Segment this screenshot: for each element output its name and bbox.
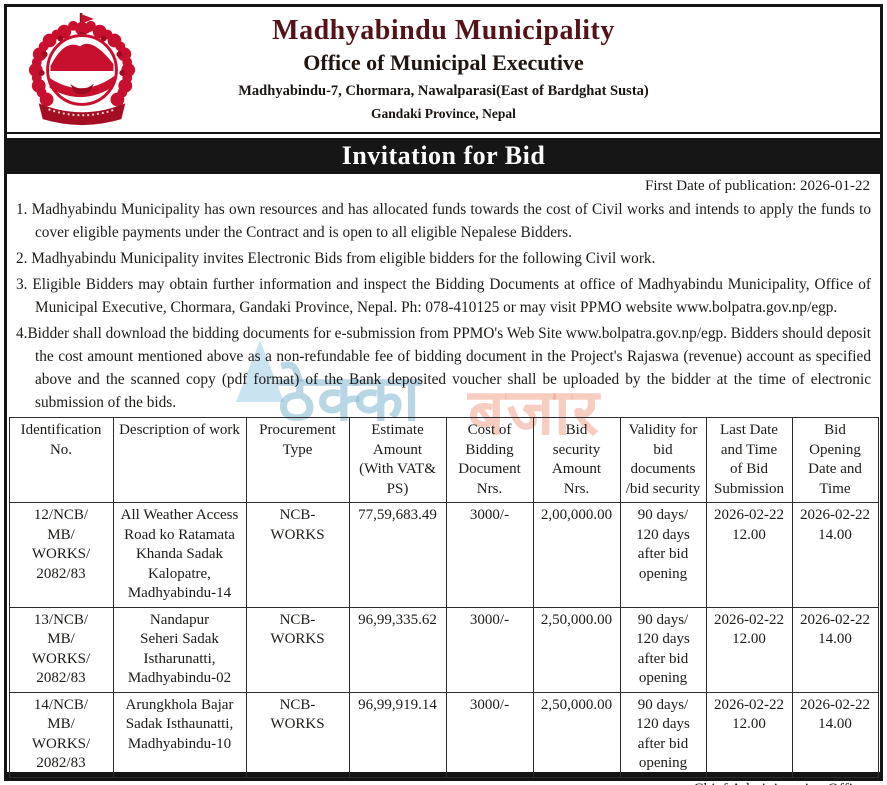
notice-title-banner: Invitation for Bid — [7, 138, 880, 174]
cell-opening: 2026-02-22 14.00 — [791, 691, 879, 778]
municipality-emblem-icon — [23, 11, 141, 129]
paragraph-4: 4.Bidder shall download the bidding docu… — [16, 325, 871, 411]
cell-lastdate: 2026-02-22 12.00 — [705, 606, 793, 693]
cell-description: Arungkhola Bajar Sadak Isthaunatti, Madh… — [112, 691, 247, 778]
cell-lastdate: 2026-02-22 12.00 — [705, 502, 793, 608]
cell-identification: 12/NCB/ MB/ WORKS/ 2082/83 — [8, 502, 114, 608]
cell-identification: 13/NCB/ MB/ WORKS/ 2082/83 — [8, 606, 114, 693]
publication-date: First Date of publication: 2026-01-22 — [645, 178, 870, 194]
paragraph-3: 3. Eligible Bidders may obtain further i… — [16, 276, 871, 316]
cell-estimate: 96,99,335.62 — [348, 606, 447, 693]
page-frame: Madhyabindu Municipality Office of Munic… — [4, 4, 883, 785]
letterhead: Madhyabindu Municipality Office of Munic… — [7, 7, 880, 134]
header-cell-cost: Cost of Bidding Document Nrs. — [445, 417, 534, 503]
cell-cost: 3000/- — [445, 502, 534, 608]
header-cell-procurement: Procurement Type — [245, 417, 350, 503]
cell-validity: 90 days/ 120 days after bid opening — [619, 606, 707, 693]
cell-opening: 2026-02-22 14.00 — [791, 502, 879, 608]
cell-security: 2,50,000.00 — [532, 691, 621, 778]
cell-estimate: 96,99,919.14 — [348, 691, 447, 778]
header-cell-description: Description of work — [112, 417, 247, 503]
table-row: 13/NCB/ MB/ WORKS/ 2082/83 Nandapur Sehe… — [8, 606, 879, 693]
cell-validity: 90 days/ 120 days after bid opening — [619, 502, 707, 608]
municipality-name: Madhyabindu Municipality — [272, 15, 615, 46]
signatory-title: Chief Administrative Officer — [7, 778, 880, 785]
bid-table: Identification No. Description of work P… — [8, 417, 879, 778]
notice-title: Invitation for Bid — [341, 141, 546, 170]
cell-procurement: NCB- WORKS — [245, 691, 350, 778]
cell-lastdate: 2026-02-22 12.00 — [705, 691, 793, 778]
address-line-1: Madhyabindu-7, Chormara, Nawalparasi(Eas… — [238, 83, 649, 99]
header-cell-security: Bid security Amount Nrs. — [532, 417, 621, 503]
cell-description: All Weather Access Road ko Ratamata Khan… — [112, 502, 247, 608]
cell-opening: 2026-02-22 14.00 — [791, 606, 879, 693]
cell-security: 2,50,000.00 — [532, 606, 621, 693]
header-cell-identification: Identification No. — [8, 417, 114, 503]
cell-security: 2,00,000.00 — [532, 502, 621, 608]
cell-identification: 14/NCB/ MB/ WORKS/ 2082/83 — [8, 691, 114, 778]
cell-cost: 3000/- — [445, 691, 534, 778]
cell-procurement: NCB- WORKS — [245, 606, 350, 693]
header-cell-lastdate: Last Date and Time of Bid Submission — [705, 417, 793, 503]
table-row: 12/NCB/ MB/ WORKS/ 2082/83 All Weather A… — [8, 502, 879, 608]
paragraph-1: 1. Madhyabindu Municipality has own reso… — [16, 201, 871, 241]
letterhead-titles: Madhyabindu Municipality Office of Munic… — [7, 7, 880, 122]
table-header-row: Identification No. Description of work P… — [8, 417, 879, 503]
cell-cost: 3000/- — [445, 606, 534, 693]
cell-validity: 90 days/ 120 days after bid opening — [619, 691, 707, 778]
paragraph-2: 2. Madhyabindu Municipality invites Elec… — [16, 250, 656, 267]
header-cell-opening: Bid Opening Date and Time — [791, 417, 879, 503]
table-row: 14/NCB/ MB/ WORKS/ 2082/83 Arungkhola Ba… — [8, 691, 879, 778]
cell-description: Nandapur Seheri Sadak Istharunatti, Madh… — [112, 606, 247, 693]
notice-body: 1. Madhyabindu Municipality has own reso… — [7, 196, 880, 414]
header-cell-validity: Validity for bid documents /bid security — [619, 417, 707, 503]
cell-procurement: NCB- WORKS — [245, 502, 350, 608]
address-line-2: Gandaki Province, Nepal — [371, 106, 516, 121]
cell-estimate: 77,59,683.49 — [348, 502, 447, 608]
office-name: Office of Municipal Executive — [303, 50, 584, 75]
header-cell-estimate: Estimate Amount (With VAT& PS) — [348, 417, 447, 503]
